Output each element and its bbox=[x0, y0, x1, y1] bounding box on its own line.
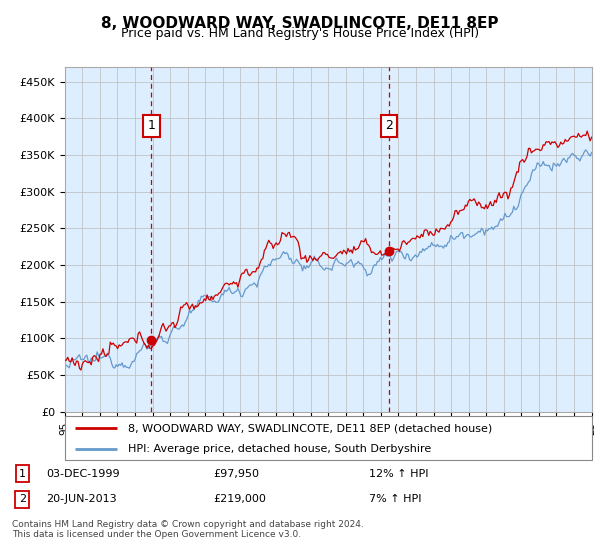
Text: 2: 2 bbox=[19, 494, 26, 505]
Text: £219,000: £219,000 bbox=[214, 494, 266, 505]
FancyBboxPatch shape bbox=[65, 416, 592, 460]
Text: £97,950: £97,950 bbox=[214, 469, 260, 479]
Text: 7% ↑ HPI: 7% ↑ HPI bbox=[369, 494, 422, 505]
Text: 8, WOODWARD WAY, SWADLINCOTE, DE11 8EP (detached house): 8, WOODWARD WAY, SWADLINCOTE, DE11 8EP (… bbox=[128, 423, 492, 433]
Text: 1: 1 bbox=[147, 119, 155, 132]
Text: 20-JUN-2013: 20-JUN-2013 bbox=[47, 494, 117, 505]
Text: Contains HM Land Registry data © Crown copyright and database right 2024.
This d: Contains HM Land Registry data © Crown c… bbox=[12, 520, 364, 539]
Text: Price paid vs. HM Land Registry's House Price Index (HPI): Price paid vs. HM Land Registry's House … bbox=[121, 27, 479, 40]
Text: HPI: Average price, detached house, South Derbyshire: HPI: Average price, detached house, Sout… bbox=[128, 444, 431, 454]
Text: 1: 1 bbox=[19, 469, 26, 479]
Text: 03-DEC-1999: 03-DEC-1999 bbox=[47, 469, 120, 479]
Text: 2: 2 bbox=[385, 119, 393, 132]
Text: 8, WOODWARD WAY, SWADLINCOTE, DE11 8EP: 8, WOODWARD WAY, SWADLINCOTE, DE11 8EP bbox=[101, 16, 499, 31]
Text: 12% ↑ HPI: 12% ↑ HPI bbox=[369, 469, 428, 479]
